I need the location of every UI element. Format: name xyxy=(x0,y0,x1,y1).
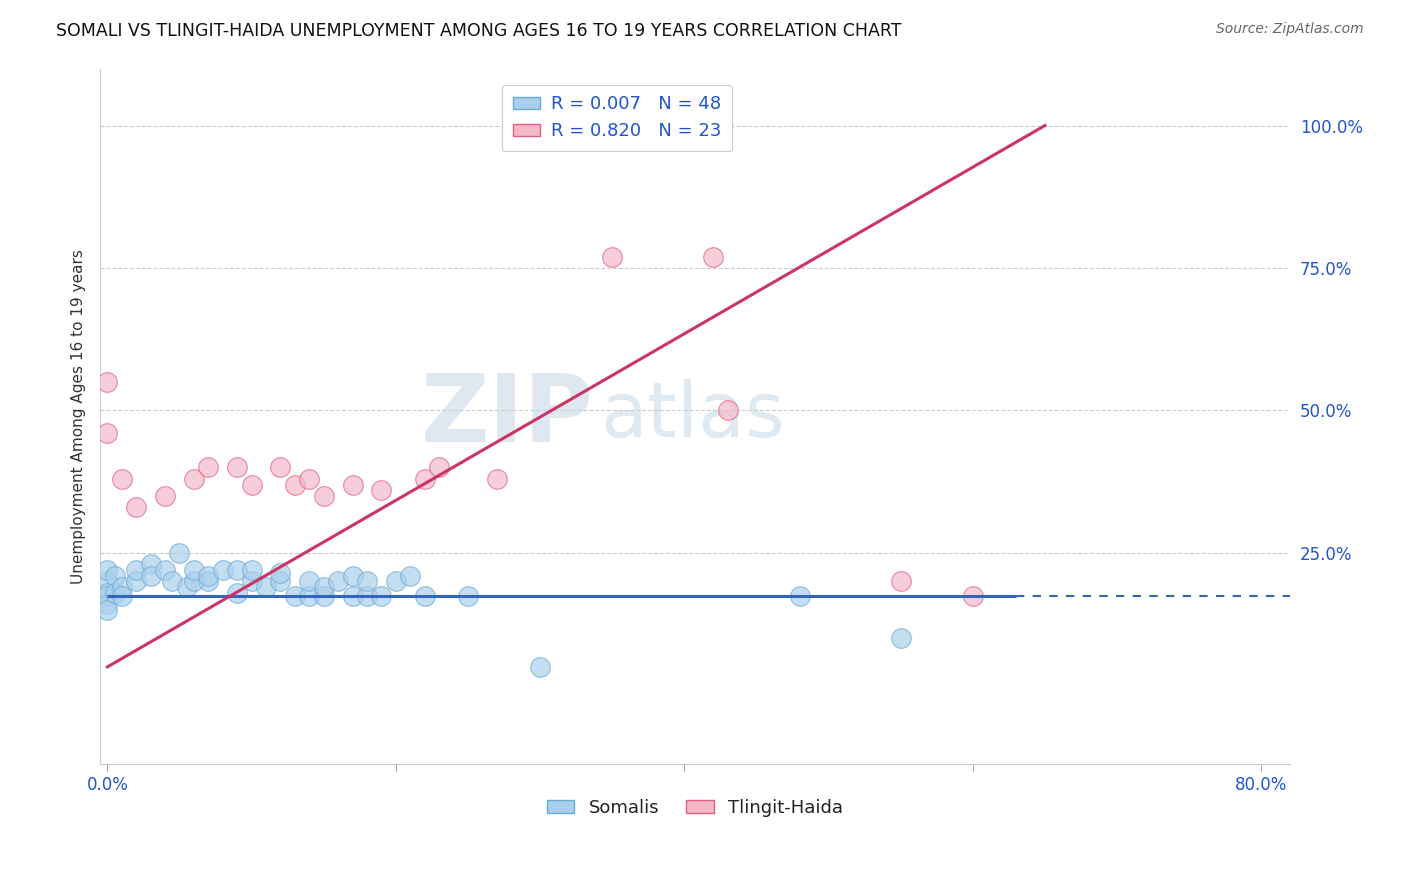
Point xyxy=(103,568,125,582)
Point xyxy=(356,574,378,589)
Point xyxy=(96,426,118,441)
Point xyxy=(284,589,307,603)
Point xyxy=(111,580,134,594)
Point xyxy=(284,477,307,491)
Point xyxy=(96,375,118,389)
Point xyxy=(162,574,184,589)
Point xyxy=(103,586,125,600)
Point xyxy=(96,563,118,577)
Point xyxy=(226,563,249,577)
Point xyxy=(413,589,436,603)
Text: Source: ZipAtlas.com: Source: ZipAtlas.com xyxy=(1216,22,1364,37)
Point xyxy=(342,589,364,603)
Point xyxy=(312,589,335,603)
Point xyxy=(702,250,724,264)
Point xyxy=(240,477,263,491)
Point xyxy=(269,460,291,475)
Y-axis label: Unemployment Among Ages 16 to 19 years: Unemployment Among Ages 16 to 19 years xyxy=(72,249,86,583)
Point xyxy=(716,403,738,417)
Point xyxy=(226,460,249,475)
Point xyxy=(485,472,508,486)
Point xyxy=(427,460,450,475)
Point xyxy=(342,477,364,491)
Legend: Somalis, Tlingit-Haida: Somalis, Tlingit-Haida xyxy=(540,792,851,824)
Point xyxy=(153,489,176,503)
Point xyxy=(197,460,219,475)
Point xyxy=(342,568,364,582)
Text: atlas: atlas xyxy=(600,379,785,453)
Point xyxy=(457,589,479,603)
Point xyxy=(139,558,162,572)
Point xyxy=(298,589,321,603)
Point xyxy=(529,660,551,674)
Point xyxy=(240,574,263,589)
Point xyxy=(197,568,219,582)
Point xyxy=(326,574,349,589)
Point xyxy=(183,472,205,486)
Point xyxy=(96,597,118,611)
Point xyxy=(125,574,148,589)
Point xyxy=(962,589,984,603)
Point xyxy=(111,589,134,603)
Text: ZIP: ZIP xyxy=(422,370,593,462)
Point xyxy=(226,586,249,600)
Point xyxy=(312,489,335,503)
Point xyxy=(269,566,291,580)
Point xyxy=(211,563,233,577)
Point xyxy=(298,472,321,486)
Point xyxy=(139,568,162,582)
Point xyxy=(169,546,191,560)
Point xyxy=(312,580,335,594)
Point xyxy=(153,563,176,577)
Point xyxy=(125,563,148,577)
Point xyxy=(789,589,811,603)
Point xyxy=(96,603,118,617)
Point xyxy=(370,589,392,603)
Point xyxy=(399,568,422,582)
Point xyxy=(890,632,912,646)
Point xyxy=(183,574,205,589)
Point xyxy=(385,574,408,589)
Point xyxy=(96,574,118,589)
Text: SOMALI VS TLINGIT-HAIDA UNEMPLOYMENT AMONG AGES 16 TO 19 YEARS CORRELATION CHART: SOMALI VS TLINGIT-HAIDA UNEMPLOYMENT AMO… xyxy=(56,22,901,40)
Point xyxy=(125,500,148,515)
Point xyxy=(111,472,134,486)
Point xyxy=(269,574,291,589)
Point xyxy=(413,472,436,486)
Point xyxy=(298,574,321,589)
Point xyxy=(96,589,118,603)
Point xyxy=(356,589,378,603)
Point xyxy=(240,563,263,577)
Point xyxy=(254,580,277,594)
Point xyxy=(197,574,219,589)
Point xyxy=(890,574,912,589)
Point xyxy=(183,563,205,577)
Point xyxy=(176,580,198,594)
Point xyxy=(96,586,118,600)
Point xyxy=(600,250,623,264)
Point xyxy=(370,483,392,498)
